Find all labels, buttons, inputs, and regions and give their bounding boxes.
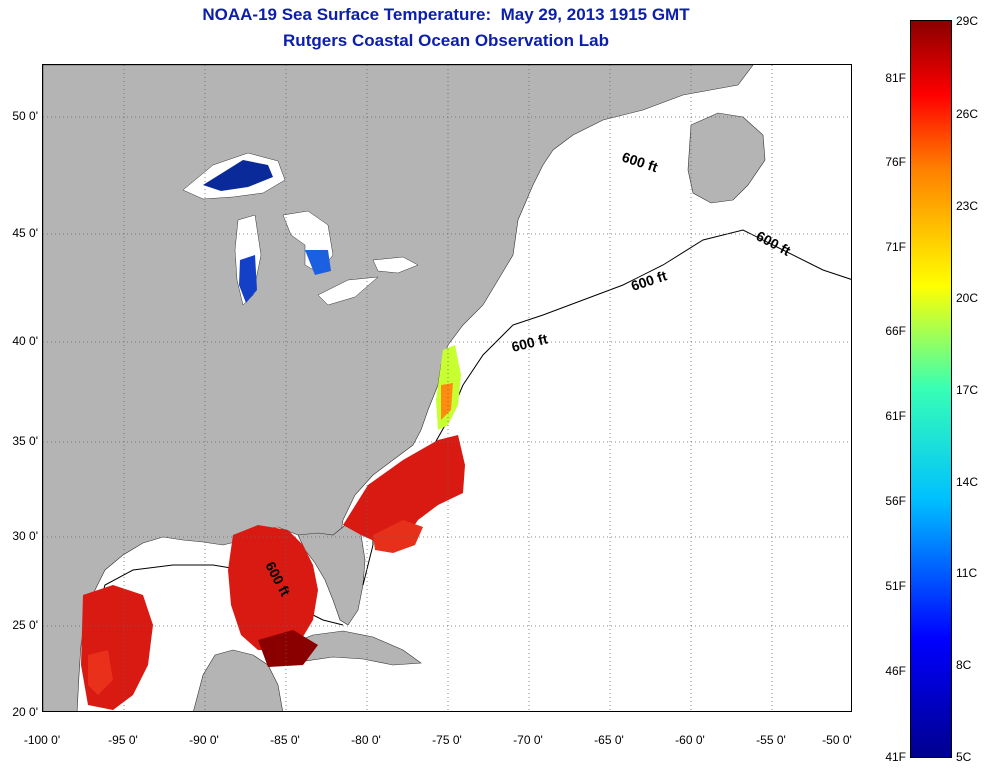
lat-label-25: 25 0': [12, 618, 38, 632]
lat-label-45: 45 0': [12, 226, 38, 240]
land-yucatan: [193, 649, 283, 711]
colorbar: [910, 20, 952, 758]
lon-label-75: -75 0': [432, 733, 462, 747]
colorbar-label-14c: 14C: [956, 475, 979, 489]
colorbar-label-56f: 56F: [885, 494, 906, 508]
shelf-contour-northeast: [512, 229, 851, 326]
colorbar-label-26c: 26C: [956, 107, 979, 121]
colorbar-label-17c: 17C: [956, 383, 979, 397]
colorbar-label-23c: 23C: [956, 199, 979, 213]
lat-label-50: 50 0': [12, 109, 38, 123]
map-title: NOAA-19 Sea Surface Temperature: May 29,…: [202, 5, 690, 24]
lon-label-65: -65 0': [594, 733, 624, 747]
lat-label-30: 30 0': [12, 529, 38, 543]
colorbar-label-71f: 71F: [885, 240, 906, 254]
land-north-america: [43, 65, 754, 711]
lat-label-20: 20 0': [12, 705, 38, 719]
lon-label-55: -55 0': [756, 733, 786, 747]
lat-label-40: 40 0': [12, 334, 38, 348]
colorbar-label-20c: 20C: [956, 291, 979, 305]
colorbar-label-29c: 29C: [956, 14, 979, 28]
colorbar-label-8c: 8C: [956, 658, 972, 672]
sst-data: [81, 345, 465, 710]
sst-map: 600 ft 600 ft 600 ft 600 ft 600 ft: [43, 65, 851, 711]
colorbar-label-81f: 81F: [885, 71, 906, 85]
colorbar-label-51f: 51F: [885, 579, 906, 593]
lon-label-100: -100 0': [23, 733, 61, 747]
colorbar-label-46f: 46F: [885, 664, 906, 678]
colorbar-label-11c: 11C: [956, 566, 978, 580]
lon-label-85: -85 0': [270, 733, 300, 747]
colorbar-label-66f: 66F: [885, 324, 906, 338]
graticule: [43, 65, 851, 711]
land-florida: [297, 514, 366, 626]
lon-label-90: -90 0': [189, 733, 219, 747]
map-panel: 600 ft 600 ft 600 ft 600 ft 600 ft: [42, 64, 852, 712]
title-block: NOAA-19 Sea Surface Temperature: May 29,…: [40, 2, 852, 54]
lon-label-70: -70 0': [513, 733, 543, 747]
map-subtitle: Rutgers Coastal Ocean Observation Lab: [283, 31, 609, 50]
lat-label-35: 35 0': [12, 434, 38, 448]
land-cuba: [282, 630, 422, 666]
colorbar-label-5c: 5C: [956, 750, 972, 764]
colorbar-label-41f: 41F: [885, 750, 906, 764]
lon-label-80: -80 0': [351, 733, 381, 747]
lon-label-50: -50 0': [822, 733, 852, 747]
great-lakes: [182, 152, 419, 306]
colorbar-label-61f: 61F: [885, 409, 906, 423]
colorbar-label-76f: 76F: [885, 155, 906, 169]
lon-label-95: -95 0': [108, 733, 138, 747]
lon-label-60: -60 0': [675, 733, 705, 747]
